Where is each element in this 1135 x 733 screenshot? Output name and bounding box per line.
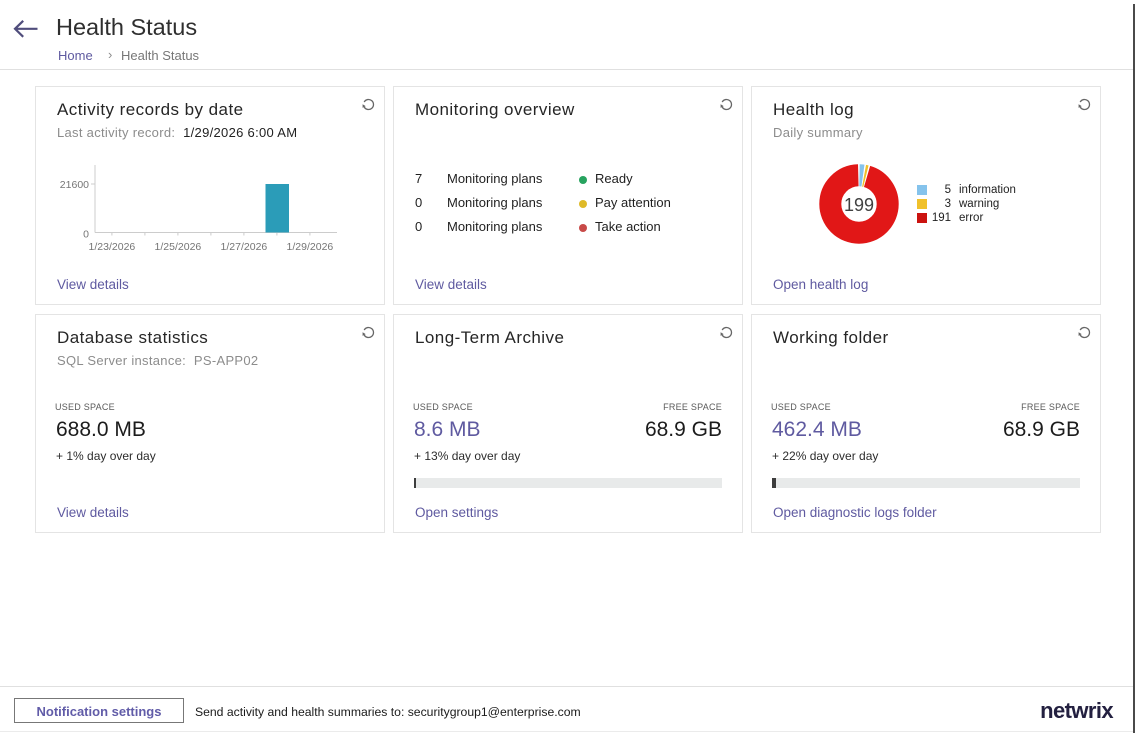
svg-text:21600: 21600 bbox=[60, 179, 89, 191]
svg-text:1/27/2026: 1/27/2026 bbox=[221, 241, 268, 253]
svg-text:1/25/2026: 1/25/2026 bbox=[155, 241, 202, 253]
svg-text:1/23/2026: 1/23/2026 bbox=[89, 241, 136, 253]
svg-text:0: 0 bbox=[83, 229, 89, 241]
svg-text:1/29/2026: 1/29/2026 bbox=[287, 241, 334, 253]
